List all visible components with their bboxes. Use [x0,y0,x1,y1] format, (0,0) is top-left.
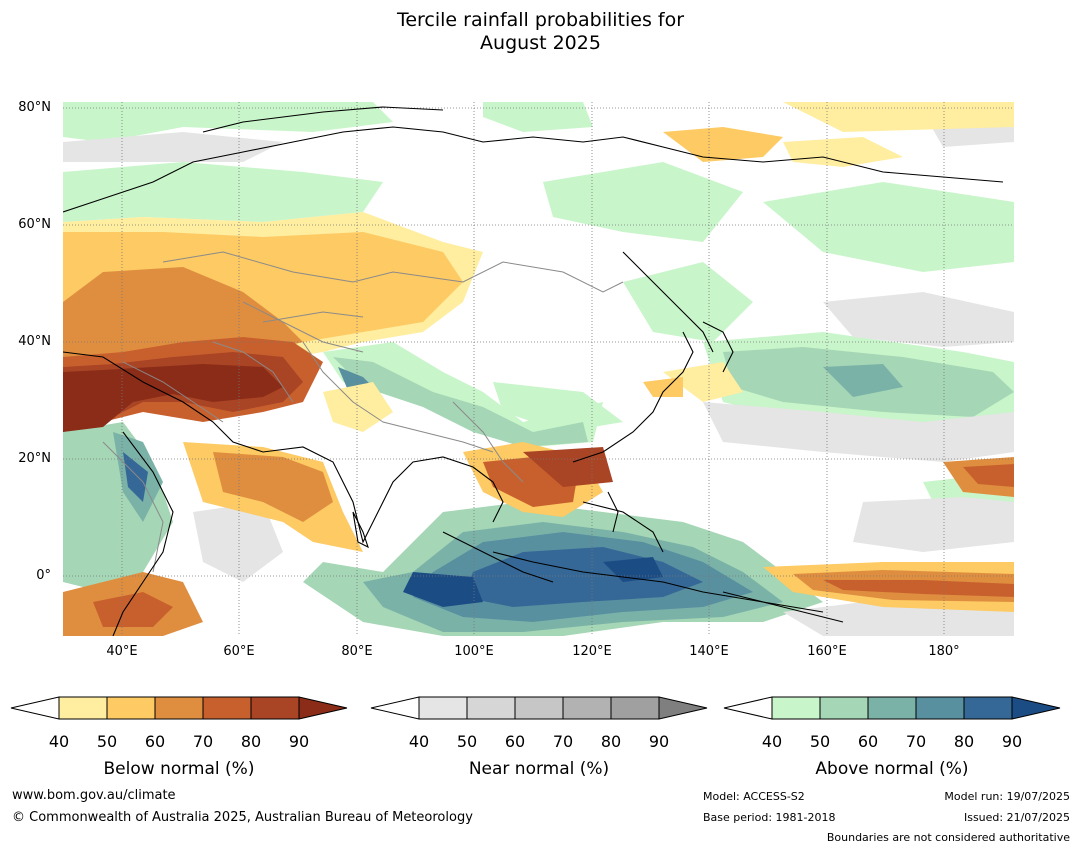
colorbar-swatch [106,696,156,720]
legend-title-near-normal: Near normal (%) [468,759,610,779]
lat-label-0: 0° [36,568,51,583]
tick-above-90: 90 [1001,732,1023,751]
colorbar-swatch [771,696,821,720]
colorbar-swatch [658,696,708,720]
tick-above-60: 60 [857,732,879,751]
colorbar-swatch [915,696,965,720]
tick-near-80: 80 [600,732,622,751]
lon-label-120e: 120°E [572,644,612,659]
tick-above-70: 70 [905,732,927,751]
lon-label-100e: 100°E [454,644,494,659]
lat-label-40n: 40°N [18,334,51,349]
near-normal-areas [63,102,1014,636]
lon-label-40e: 40°E [106,644,138,659]
colorbar-swatch [514,696,564,720]
colorbar-below-normal [10,696,348,720]
colorbar-swatch [466,696,516,720]
chart-title: Tercile rainfall probabilities for Augus… [0,9,1081,55]
tick-near-60: 60 [504,732,526,751]
coastlines [63,106,1004,636]
tick-above-40: 40 [761,732,783,751]
colorbar-swatch [867,696,917,720]
colorbar-swatch [1011,696,1061,720]
tick-above-50: 50 [809,732,831,751]
tick-below-80: 80 [240,732,262,751]
above-normal-areas [63,102,1014,636]
lat-label-20n: 20°N [18,451,51,466]
legend-title-above-normal: Above normal (%) [815,759,969,779]
title-line-2: August 2025 [480,32,601,54]
lon-label-80e: 80°E [341,644,373,659]
colorbar-swatch [963,696,1013,720]
colorbar-swatch [298,696,348,720]
tick-above-80: 80 [953,732,975,751]
map-svg [63,102,1014,636]
colorbar-swatch [154,696,204,720]
colorbar-swatch [562,696,612,720]
tick-below-60: 60 [144,732,166,751]
colorbar-near-normal [370,696,708,720]
tick-below-90: 90 [288,732,310,751]
lon-label-180: 180° [928,644,960,659]
colorbar-swatch [250,696,300,720]
lon-label-140e: 140°E [689,644,729,659]
map-gridlines [63,102,1014,636]
colorbar-above-normal [723,696,1061,720]
country-boundaries [102,251,624,573]
lon-label-60e: 60°E [223,644,255,659]
tick-near-50: 50 [456,732,478,751]
colorbar-swatch [58,696,108,720]
footer-model: Model: ACCESS-S2 [703,790,805,803]
legend-title-below-normal: Below normal (%) [103,759,255,779]
footer-model-run: Model run: 19/07/2025 [944,790,1070,803]
colorbar-swatch [610,696,660,720]
tick-below-70: 70 [192,732,214,751]
lat-label-60n: 60°N [18,217,51,232]
colorbar-swatch [819,696,869,720]
colorbar-swatch [418,696,468,720]
footer-copyright: © Commonwealth of Australia 2025, Austra… [12,810,473,825]
colorbar-swatch [202,696,252,720]
footer-base-period: Base period: 1981-2018 [703,811,836,824]
footer-url: www.bom.gov.au/climate [12,788,176,803]
tick-below-40: 40 [48,732,70,751]
lat-label-80n: 80°N [18,100,51,115]
rainfall-probability-map [63,102,1014,636]
lon-label-160e: 160°E [807,644,847,659]
title-line-1: Tercile rainfall probabilities for [396,9,685,31]
tick-near-70: 70 [552,732,574,751]
tick-near-90: 90 [648,732,670,751]
tick-near-40: 40 [408,732,430,751]
tick-below-50: 50 [96,732,118,751]
footer-disclaimer: Boundaries are not considered authoritat… [826,831,1070,844]
footer-issued: Issued: 21/07/2025 [963,811,1070,824]
